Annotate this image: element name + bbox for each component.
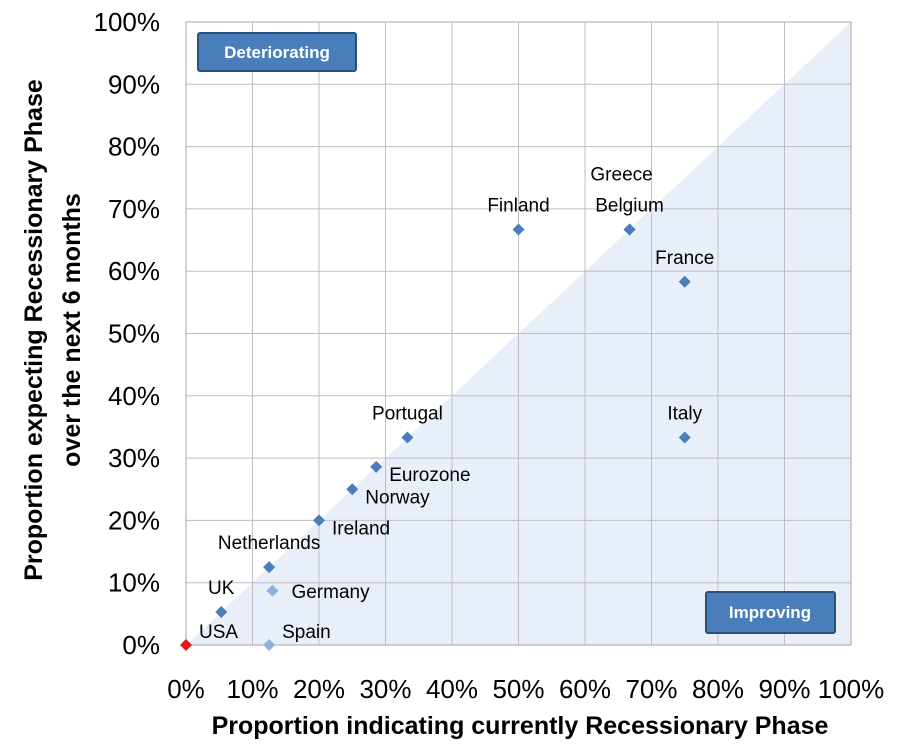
y-tick-label: 70% xyxy=(108,194,160,224)
y-axis-title-line-2: over the next 6 months xyxy=(58,193,86,467)
x-tick-label: 60% xyxy=(559,674,611,704)
y-tick-label: 60% xyxy=(108,256,160,286)
data-point-labels: Finland Greece Belgium France Italy Portugal E… xyxy=(199,164,714,643)
x-tick-labels: 0% 10% 20% 30% 40% 50% 60% 70% 80% 90% 100% xyxy=(167,674,884,704)
label-spain: Spain xyxy=(282,622,331,643)
point-norway xyxy=(346,483,359,496)
label-france: France xyxy=(655,248,714,269)
y-tick-label: 80% xyxy=(108,132,160,162)
deteriorating-box: Deteriorating xyxy=(197,32,357,72)
label-uk: UK xyxy=(208,578,235,599)
y-tick-label: 90% xyxy=(108,69,160,99)
point-ireland xyxy=(313,514,325,527)
label-germany: Germany xyxy=(291,582,370,603)
point-france xyxy=(678,275,691,288)
y-tick-label: 30% xyxy=(108,443,160,473)
y-axis-title-line-1: Proportion expecting Recessionary Phase xyxy=(20,79,48,581)
x-tick-label: 70% xyxy=(625,674,677,704)
label-portugal: Portugal xyxy=(372,404,443,425)
x-tick-label: 30% xyxy=(359,674,411,704)
label-finland: Finland xyxy=(487,195,549,216)
y-tick-label: 50% xyxy=(108,319,160,349)
y-tick-label: 10% xyxy=(108,568,160,598)
x-tick-label: 0% xyxy=(167,674,205,704)
y-tick-labels: 0% 10% 20% 30% 40% 50% 60% 70% 80% 90% 100% xyxy=(94,7,161,660)
point-italy xyxy=(678,431,691,444)
x-tick-label: 80% xyxy=(692,674,744,704)
y-tick-label: 40% xyxy=(108,381,160,411)
deteriorating-label: Deteriorating xyxy=(224,43,330,62)
x-tick-label: 40% xyxy=(426,674,478,704)
label-belgium: Belgium xyxy=(595,195,664,216)
label-greece: Greece xyxy=(590,164,652,185)
x-tick-label: 90% xyxy=(758,674,810,704)
label-eurozone: Eurozone xyxy=(389,465,470,486)
label-netherlands: Netherlands xyxy=(218,533,320,554)
point-spain xyxy=(263,639,276,651)
point-germany xyxy=(266,584,279,597)
x-tick-label: 20% xyxy=(293,674,345,704)
x-tick-label: 10% xyxy=(226,674,278,704)
point-portugal xyxy=(401,431,414,444)
point-belgium xyxy=(623,223,636,236)
y-tick-label: 0% xyxy=(122,630,160,660)
x-tick-label: 100% xyxy=(818,674,885,704)
label-italy: Italy xyxy=(667,404,702,425)
label-ireland: Ireland xyxy=(332,518,390,539)
y-tick-label: 20% xyxy=(108,505,160,535)
point-finland xyxy=(512,223,525,236)
y-tick-label: 100% xyxy=(94,7,161,37)
point-eurozone xyxy=(370,460,383,473)
x-tick-label: 50% xyxy=(492,674,544,704)
label-usa: USA xyxy=(199,622,238,643)
plot-border xyxy=(185,21,852,646)
x-axis-title: Proportion indicating currently Recessio… xyxy=(212,712,829,740)
point-netherlands xyxy=(263,561,276,574)
y-axis-title: Proportion expecting Recessionary Phase … xyxy=(20,79,86,581)
point-uk xyxy=(215,605,228,618)
data-points xyxy=(180,223,691,651)
improving-label: Improving xyxy=(729,603,811,622)
label-norway: Norway xyxy=(365,487,430,508)
point-usa xyxy=(180,639,192,651)
improving-box: Improving xyxy=(705,591,836,634)
